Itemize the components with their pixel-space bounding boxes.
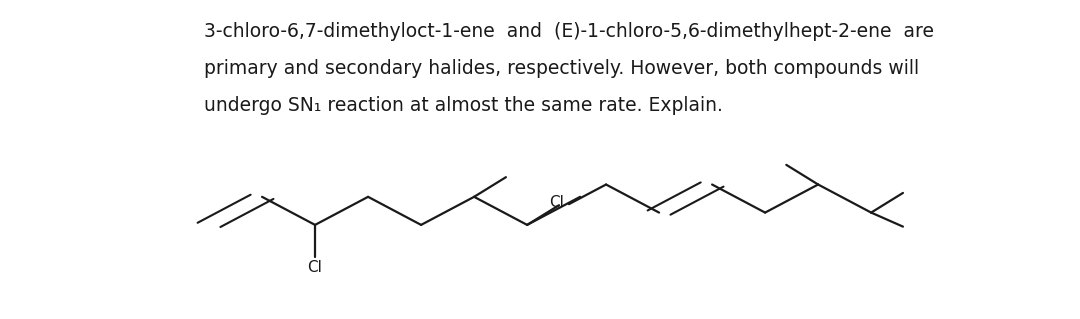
Text: primary and secondary halides, respectively. However, both compounds will: primary and secondary halides, respectiv… [204,59,919,78]
Text: Cl: Cl [308,260,323,275]
Text: undergo SN₁ reaction at almost the same rate. Explain.: undergo SN₁ reaction at almost the same … [204,96,723,115]
Text: 3-chloro-6,7-dimethyloct-1-ene  and  (E)-1-chloro-5,6-dimethylhept-2-ene  are: 3-chloro-6,7-dimethyloct-1-ene and (E)-1… [204,22,934,41]
Text: Cl: Cl [549,195,564,210]
